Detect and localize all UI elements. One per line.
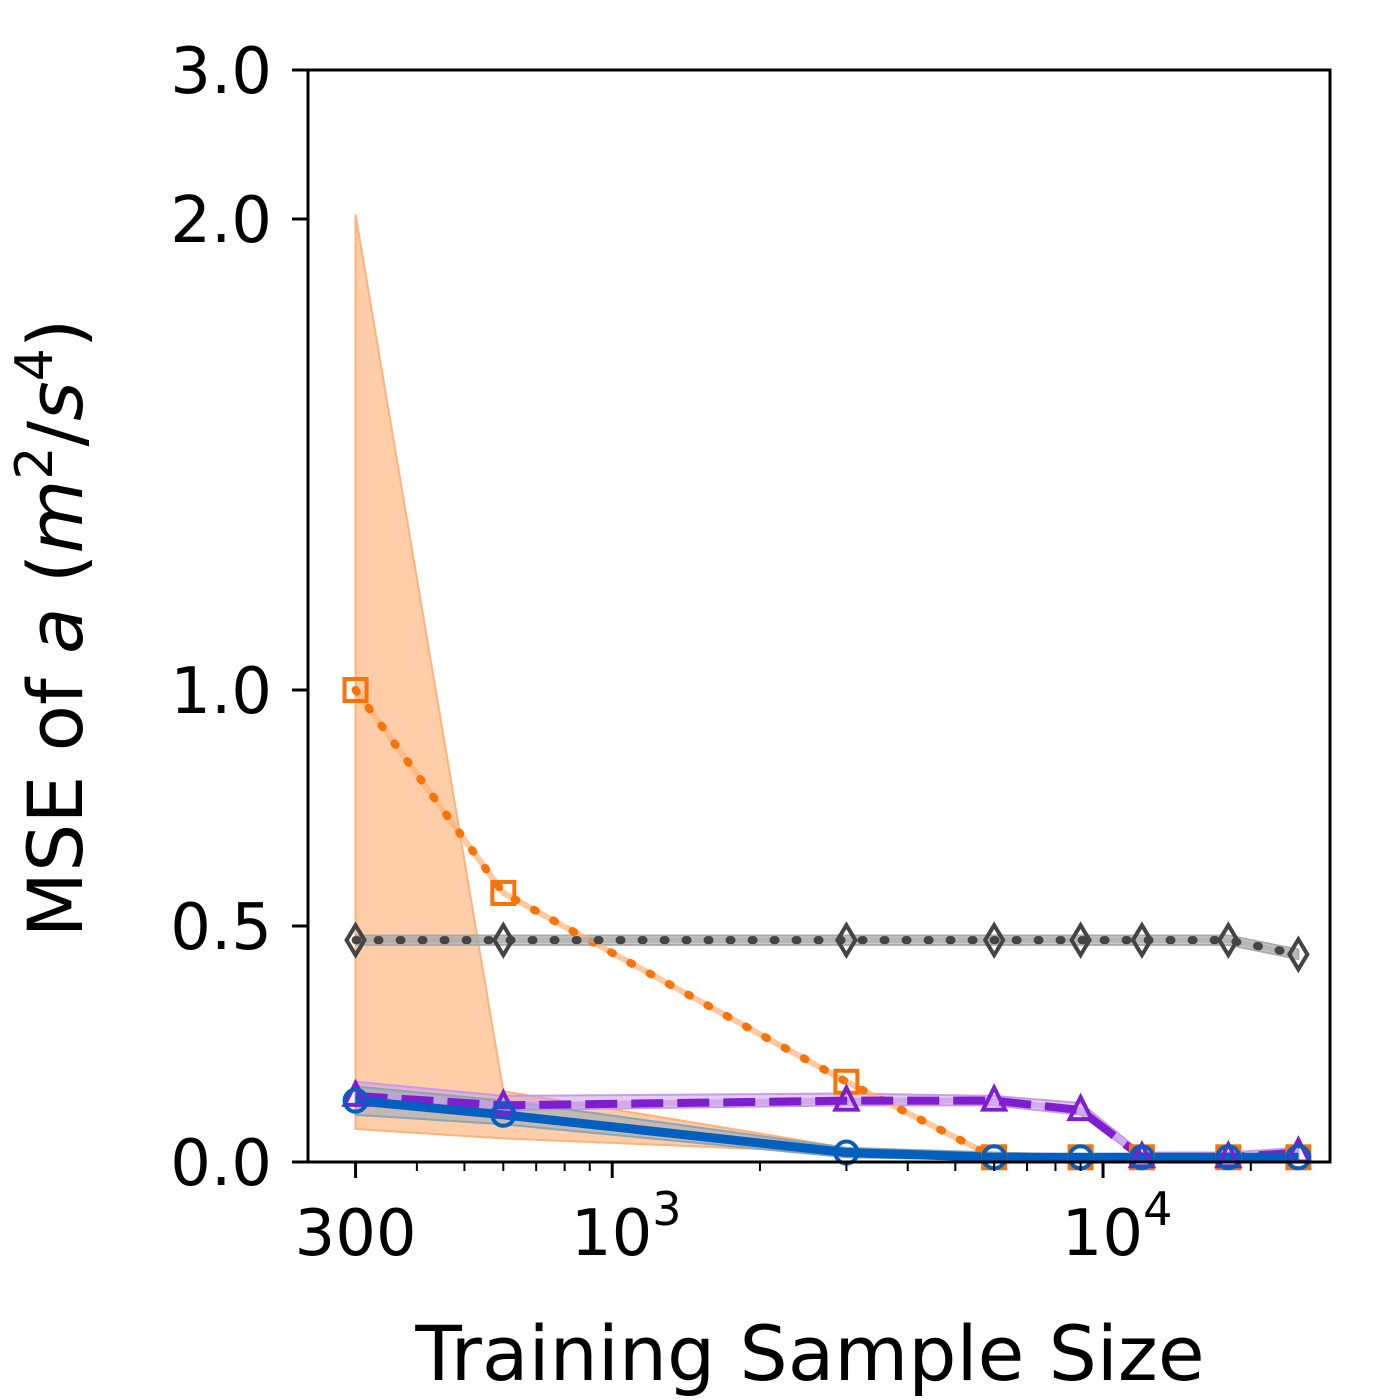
y-tick-label-1: 0.5 [170, 891, 272, 965]
marker-series-1-5 [1130, 921, 1154, 960]
marker-series-3-6 [1215, 1144, 1242, 1171]
marker-series-3-5 [1128, 1144, 1155, 1171]
band-series-0 [354, 214, 1300, 1161]
x-tick-label-2: 104 [1062, 1182, 1173, 1271]
y-tick-label-3: 2.0 [170, 184, 272, 258]
x-tick-label-1: 103 [571, 1182, 682, 1271]
series-lines [351, 686, 1303, 1162]
marker-series-0-0 [342, 677, 369, 703]
y-axis-title-prefix: MSE of [11, 654, 100, 937]
marker-series-2-2 [832, 1083, 861, 1112]
y-axis-title-s-exp: 4 [5, 348, 65, 381]
marker-series-3-7 [1285, 1144, 1312, 1171]
marker-series-2-4 [1066, 1092, 1095, 1122]
marker-series-3-1 [490, 1101, 517, 1128]
y-axis-title-m-exp: 2 [5, 447, 65, 480]
line-series-3 [355, 1096, 1299, 1162]
y-tick-label-0: 0.0 [170, 1127, 272, 1201]
y-axis-title-slash: / [11, 421, 100, 447]
x-axis-title: Training Sample Size [414, 1309, 1204, 1398]
plot-frame [306, 68, 1332, 1164]
series-markers [341, 677, 1313, 1171]
y-axis-title: MSE of a (m2/s4) [5, 319, 100, 938]
x-tick-label-0: 300 [294, 1197, 416, 1271]
marker-series-0-1 [490, 879, 517, 906]
y-tick-label-2: 1.0 [170, 655, 272, 729]
marker-series-3-0 [342, 1087, 369, 1114]
marker-series-1-2 [835, 921, 858, 960]
y-axis-title-var: a [11, 607, 100, 654]
marker-series-1-7 [1287, 935, 1310, 974]
marker-series-1-6 [1217, 921, 1240, 960]
marker-series-1-0 [344, 921, 367, 960]
y-axis-title-close: ) [11, 319, 100, 349]
x-axis: 300 103 104 [294, 1162, 1252, 1271]
y-axis-title-m: m [11, 480, 100, 554]
marker-series-1-1 [491, 921, 515, 960]
confidence-bands [354, 214, 1300, 1161]
y-axis-title-s: s [11, 381, 100, 421]
marker-series-2-0 [341, 1078, 370, 1107]
y-axis: 0.0 0.5 1.0 2.0 3.0 [170, 35, 308, 1201]
marker-series-0-2 [833, 1068, 860, 1095]
marker-series-2-3 [979, 1083, 1009, 1112]
y-tick-label-4: 3.0 [170, 35, 272, 109]
marker-series-1-3 [982, 921, 1006, 960]
y-axis-title-open: ( [11, 554, 100, 608]
marker-series-1-4 [1069, 921, 1092, 960]
line-series-1 [351, 936, 1303, 959]
